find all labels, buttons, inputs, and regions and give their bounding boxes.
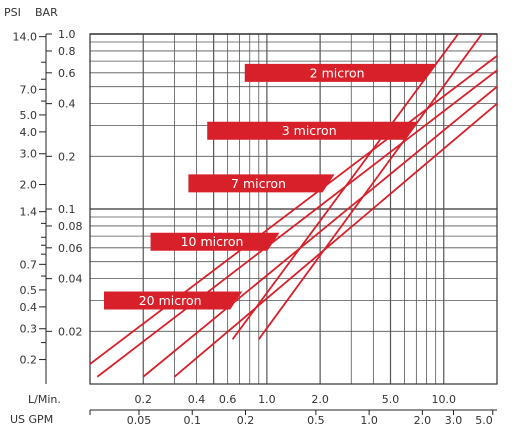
- psi-tick-label: 2.0: [20, 179, 38, 192]
- label-band-5: [104, 291, 243, 310]
- bar-tick-label: 1.0: [58, 28, 76, 41]
- bar-tick-label: 0.8: [58, 45, 76, 58]
- gpm-tick-label: 0.2: [237, 414, 255, 427]
- psi-tick-label: 1.4: [20, 206, 38, 219]
- series-label: 2 micron: [310, 65, 365, 80]
- gpm-axis-title: US GPM: [10, 413, 53, 426]
- gpm-tick-label: 0.05: [127, 414, 152, 427]
- bar-tick-label: 0.2: [58, 150, 76, 163]
- lmin-axis-title: L/Min.: [28, 393, 61, 406]
- lmin-tick-label: 5.0: [382, 393, 400, 406]
- bar-tick-label: 0.1: [58, 203, 76, 216]
- psi-tick-label: 14.0: [13, 31, 38, 44]
- series-label: 3 micron: [282, 123, 337, 138]
- gpm-tick-label: 3.0: [445, 414, 463, 427]
- series-label: 20 micron: [139, 293, 202, 308]
- lmin-tick-label: 0.6: [219, 393, 237, 406]
- axis-layer: PSI BAR L/Min. US GPM 1.0 0.8 0.6 0.4 0.2 0.1…: [4, 6, 497, 427]
- lmin-tick-label: 0.2: [134, 393, 152, 406]
- lmin-tick-label: 1.0: [258, 393, 276, 406]
- psi-tick-label: 3.0: [20, 148, 38, 161]
- psi-tick-label: 5.0: [20, 109, 38, 122]
- bar-tick-label: 0.02: [58, 325, 83, 338]
- lmin-tick-label: 10.0: [432, 393, 457, 406]
- series-line-6: [173, 102, 497, 378]
- psi-tick-label: 4.0: [20, 126, 38, 139]
- series-label: 10 micron: [181, 234, 244, 249]
- label-band-4: [150, 232, 280, 251]
- bar-tick-label: 0.06: [58, 242, 83, 255]
- gpm-tick-label: 0.1: [183, 414, 201, 427]
- psi-tick-label: 0.4: [20, 301, 38, 314]
- psi-tick-label: 0.2: [20, 354, 38, 367]
- psi-tick-label: 0.5: [20, 284, 38, 297]
- series-label: 7 micron: [231, 176, 286, 191]
- bar-tick-label: 0.04: [58, 273, 83, 286]
- bar-axis-title: BAR: [35, 6, 58, 19]
- bar-tick-label: 0.4: [58, 98, 76, 111]
- plot-frame: [89, 33, 498, 385]
- series-layer: [90, 34, 497, 378]
- bar-tick-label: 0.08: [58, 220, 83, 233]
- lmin-tick-label: 0.4: [188, 393, 206, 406]
- psi-tick-label: 7.0: [20, 83, 38, 96]
- gpm-tick-label: 5.0: [475, 414, 493, 427]
- gpm-tick-label: 1.0: [360, 414, 378, 427]
- series-line-2: [258, 34, 483, 340]
- psi-tick-label: 0.7: [20, 258, 38, 271]
- bar-tick-label: 0.6: [58, 67, 76, 80]
- gpm-tick-label: 2.0: [414, 414, 432, 427]
- lmin-tick-label: 2.0: [311, 393, 329, 406]
- series-line-3: [90, 55, 497, 365]
- psi-axis-title: PSI: [4, 6, 21, 19]
- psi-tick-label: 0.3: [20, 323, 38, 336]
- label-band-1: [244, 63, 436, 82]
- label-band-3: [188, 174, 335, 193]
- series-line-4: [96, 69, 497, 378]
- label-band-layer: 2 micron 3 micron 7 micron 10 micron 20 micr…: [104, 63, 436, 310]
- gpm-tick-label: 0.5: [307, 414, 325, 427]
- series-line-5: [142, 85, 497, 378]
- label-band-2: [207, 121, 418, 140]
